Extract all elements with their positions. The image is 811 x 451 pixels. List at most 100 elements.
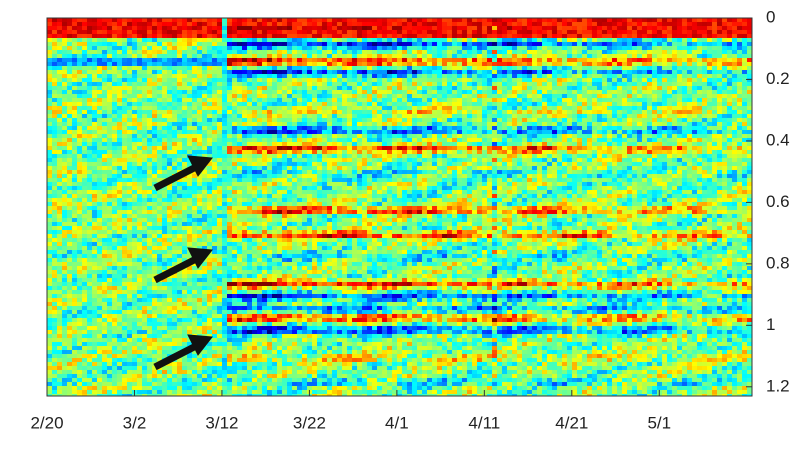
heatmap-cell	[57, 34, 62, 38]
heatmap-cell	[487, 70, 492, 74]
heatmap-cell	[637, 70, 642, 74]
heatmap-cell	[537, 146, 542, 150]
heatmap-cell	[257, 86, 262, 90]
heatmap-cell	[642, 110, 647, 114]
heatmap-cell	[352, 158, 357, 162]
heatmap-cell	[227, 78, 232, 82]
heatmap-cell	[537, 94, 542, 98]
heatmap-cell	[557, 110, 562, 114]
heatmap-cell	[447, 122, 452, 126]
heatmap-cell	[702, 142, 707, 146]
heatmap-cell	[672, 82, 677, 86]
heatmap-cell	[667, 146, 672, 150]
heatmap-cell	[352, 26, 357, 30]
heatmap-cell	[707, 134, 712, 138]
heatmap-cell	[452, 94, 457, 98]
heatmap-cell	[122, 54, 127, 58]
heatmap-cell	[127, 138, 132, 142]
heatmap-cell	[572, 58, 577, 62]
heatmap-cell	[382, 154, 387, 158]
heatmap-cell	[407, 62, 412, 66]
heatmap-cell	[257, 150, 262, 154]
heatmap-cell	[442, 114, 447, 118]
heatmap-cell	[567, 70, 572, 74]
heatmap-cell	[727, 50, 732, 54]
heatmap-cell	[147, 138, 152, 142]
heatmap-cell	[242, 94, 247, 98]
heatmap-cell	[447, 46, 452, 50]
heatmap-cell	[672, 102, 677, 106]
heatmap-cell	[272, 134, 277, 138]
heatmap-cell	[362, 70, 367, 74]
heatmap-cell	[442, 146, 447, 150]
heatmap-cell	[352, 22, 357, 26]
heatmap-cell	[672, 142, 677, 146]
heatmap-cell	[567, 78, 572, 82]
heatmap-cell	[642, 150, 647, 154]
heatmap-cell	[612, 58, 617, 62]
heatmap-cell	[167, 18, 172, 22]
heatmap-cell	[332, 46, 337, 50]
heatmap-cell	[362, 78, 367, 82]
heatmap-cell	[457, 38, 462, 42]
heatmap-cell	[337, 142, 342, 146]
heatmap-cell	[407, 142, 412, 146]
heatmap-cell	[297, 42, 302, 46]
heatmap-cell	[747, 150, 752, 154]
heatmap-cell	[487, 82, 492, 86]
heatmap-cell	[162, 74, 167, 78]
heatmap-cell	[512, 106, 517, 110]
heatmap-cell	[242, 30, 247, 34]
heatmap-cell	[307, 98, 312, 102]
heatmap-cell	[397, 126, 402, 130]
heatmap-cell	[322, 118, 327, 122]
heatmap-cell	[257, 62, 262, 66]
heatmap-cell	[667, 70, 672, 74]
heatmap-cell	[257, 22, 262, 26]
heatmap-cell	[677, 94, 682, 98]
heatmap-cell	[392, 94, 397, 98]
heatmap-cell	[642, 106, 647, 110]
heatmap-cell	[467, 134, 472, 138]
heatmap-cell	[257, 142, 262, 146]
heatmap-cell	[642, 126, 647, 130]
heatmap-cell	[332, 18, 337, 22]
heatmap-cell	[542, 90, 547, 94]
heatmap-cell	[397, 38, 402, 42]
heatmap-cell	[747, 46, 752, 50]
heatmap-cell	[252, 34, 257, 38]
heatmap-cell	[352, 122, 357, 126]
heatmap-cell	[402, 94, 407, 98]
heatmap-cell	[52, 42, 57, 46]
heatmap-cell	[577, 70, 582, 74]
heatmap-cell	[252, 138, 257, 142]
heatmap-cell	[112, 118, 117, 122]
heatmap-cell	[432, 74, 437, 78]
heatmap-cell	[87, 54, 92, 58]
heatmap-cell	[332, 62, 337, 66]
heatmap-cell	[617, 18, 622, 22]
heatmap-cell	[207, 54, 212, 58]
heatmap-cell	[717, 142, 722, 146]
heatmap-cell	[457, 142, 462, 146]
heatmap-cell	[177, 158, 182, 162]
heatmap-cell	[542, 134, 547, 138]
heatmap-cell	[342, 78, 347, 82]
heatmap-cell	[617, 58, 622, 62]
heatmap-cell	[242, 118, 247, 122]
heatmap-cell	[107, 114, 112, 118]
heatmap-cell	[392, 62, 397, 66]
heatmap-cell	[97, 22, 102, 26]
heatmap-cell	[447, 142, 452, 146]
heatmap-cell	[452, 102, 457, 106]
heatmap-cell	[62, 22, 67, 26]
heatmap-cell	[107, 18, 112, 22]
heatmap-cell	[617, 74, 622, 78]
heatmap-cell	[117, 62, 122, 66]
heatmap-cell	[692, 74, 697, 78]
heatmap-cell	[522, 90, 527, 94]
heatmap-cell	[142, 114, 147, 118]
heatmap-cell	[212, 74, 217, 78]
heatmap-cell	[472, 138, 477, 142]
heatmap-cell	[527, 110, 532, 114]
